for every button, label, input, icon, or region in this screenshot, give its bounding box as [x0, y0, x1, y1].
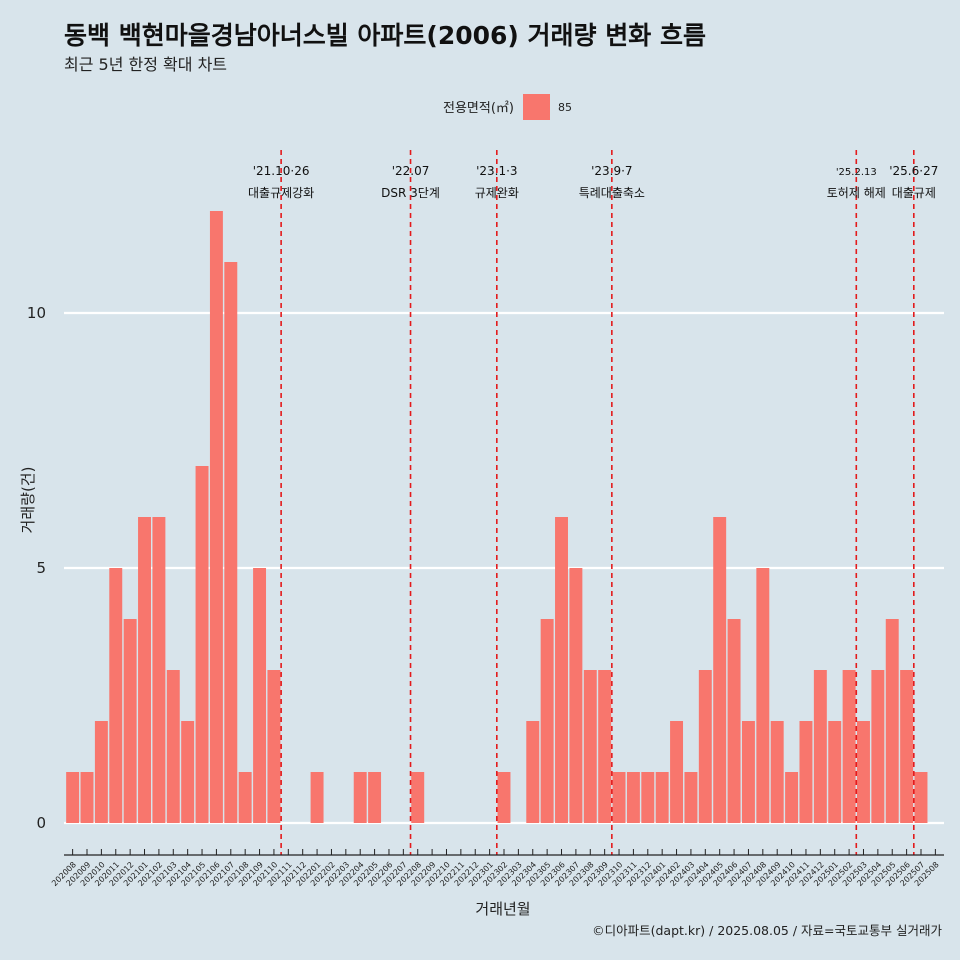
event-label: DSR 3단계	[381, 186, 440, 200]
bar-202503	[857, 721, 870, 823]
bar-202502	[842, 670, 856, 823]
bar-202201	[310, 772, 324, 823]
event-label: 대출규제강화	[248, 186, 314, 200]
bar-202110	[267, 670, 281, 823]
bar-202101	[138, 517, 151, 823]
bar-202106	[209, 211, 223, 823]
bar-202108	[238, 772, 252, 823]
event-date: '21.10·26	[253, 164, 310, 178]
bar-202405	[713, 517, 727, 823]
event-date: '23.9·7	[591, 164, 632, 178]
bar-202507	[914, 772, 928, 823]
bar-202302	[497, 772, 511, 823]
bar-202103	[166, 670, 180, 823]
bar-202012	[123, 619, 137, 823]
bar-202305	[540, 619, 554, 823]
bar-202204	[353, 772, 367, 823]
bar-202208	[411, 772, 425, 823]
bar-202402	[670, 721, 684, 823]
legend-label: 85	[558, 101, 572, 114]
bar-202505	[885, 619, 899, 823]
bar-202205	[368, 772, 382, 823]
x-axis: 2020082020092020102020112020122021012021…	[50, 849, 944, 888]
event-date: '25.2.13	[836, 167, 877, 178]
bar-202009	[80, 772, 94, 823]
bar-202312	[641, 772, 655, 823]
bar-202105	[195, 466, 209, 823]
y-axis-title: 거래량(건)	[19, 467, 37, 534]
bar-202008	[66, 772, 80, 823]
chart-title: 동백 백현마을경남아너스빌 아파트(2006) 거래량 변화 흐름	[64, 21, 706, 50]
bar-202309	[598, 670, 612, 823]
bar-202406	[727, 619, 741, 823]
bar-202311	[626, 772, 640, 823]
bar-202401	[655, 772, 669, 823]
bar-202409	[770, 721, 784, 823]
x-axis-title: 거래년월	[475, 900, 530, 918]
bar-202011	[109, 568, 123, 823]
bar-202306	[555, 517, 568, 823]
event-label: 특례대출축소	[579, 186, 645, 200]
bar-202109	[253, 568, 267, 823]
event-date: '25.6·27	[889, 164, 938, 178]
legend-title: 전용면적(㎡)	[443, 101, 514, 116]
y-tick-label: 5	[36, 559, 46, 577]
event-label: 규제완화	[475, 186, 519, 200]
event-label: 토허제 해제	[827, 186, 886, 200]
bar-202310	[612, 772, 626, 823]
bar-202308	[583, 670, 597, 823]
event-label: 대출규제	[892, 186, 936, 200]
bar-202102	[152, 517, 166, 823]
event-date: '22.07	[392, 164, 430, 178]
bar-202410	[785, 772, 799, 823]
bar-202403	[684, 772, 698, 823]
event-date: '23.1·3	[476, 164, 517, 178]
y-axis-ticks: 0 5 10	[27, 304, 46, 832]
bar-202307	[569, 568, 583, 823]
legend-swatch	[523, 94, 550, 120]
bar-202107	[224, 262, 238, 823]
y-tick-label: 10	[27, 304, 46, 322]
legend: 전용면적(㎡) 85	[443, 94, 572, 120]
bar-202506	[900, 670, 914, 823]
bar-202408	[756, 568, 770, 823]
event-markers: '21.10·26 대출규제강화 '22.07 DSR 3단계 '23.1·3 규제완화 '…	[248, 150, 938, 855]
bar-202411	[799, 721, 813, 823]
bars	[66, 211, 928, 823]
chart-caption: ©디아파트(dapt.kr) / 2025.08.05 / 자료=국토교통부 실…	[592, 923, 942, 938]
bar-202407	[741, 721, 755, 823]
bar-202404	[698, 670, 712, 823]
bar-202104	[181, 721, 195, 823]
bar-202501	[828, 721, 842, 823]
chart-subtitle: 최근 5년 한정 확대 차트	[64, 55, 227, 74]
bar-202504	[871, 670, 885, 823]
bar-202010	[94, 721, 108, 823]
y-tick-label: 0	[36, 814, 46, 832]
bar-202412	[813, 670, 827, 823]
bar-202304	[526, 721, 540, 823]
